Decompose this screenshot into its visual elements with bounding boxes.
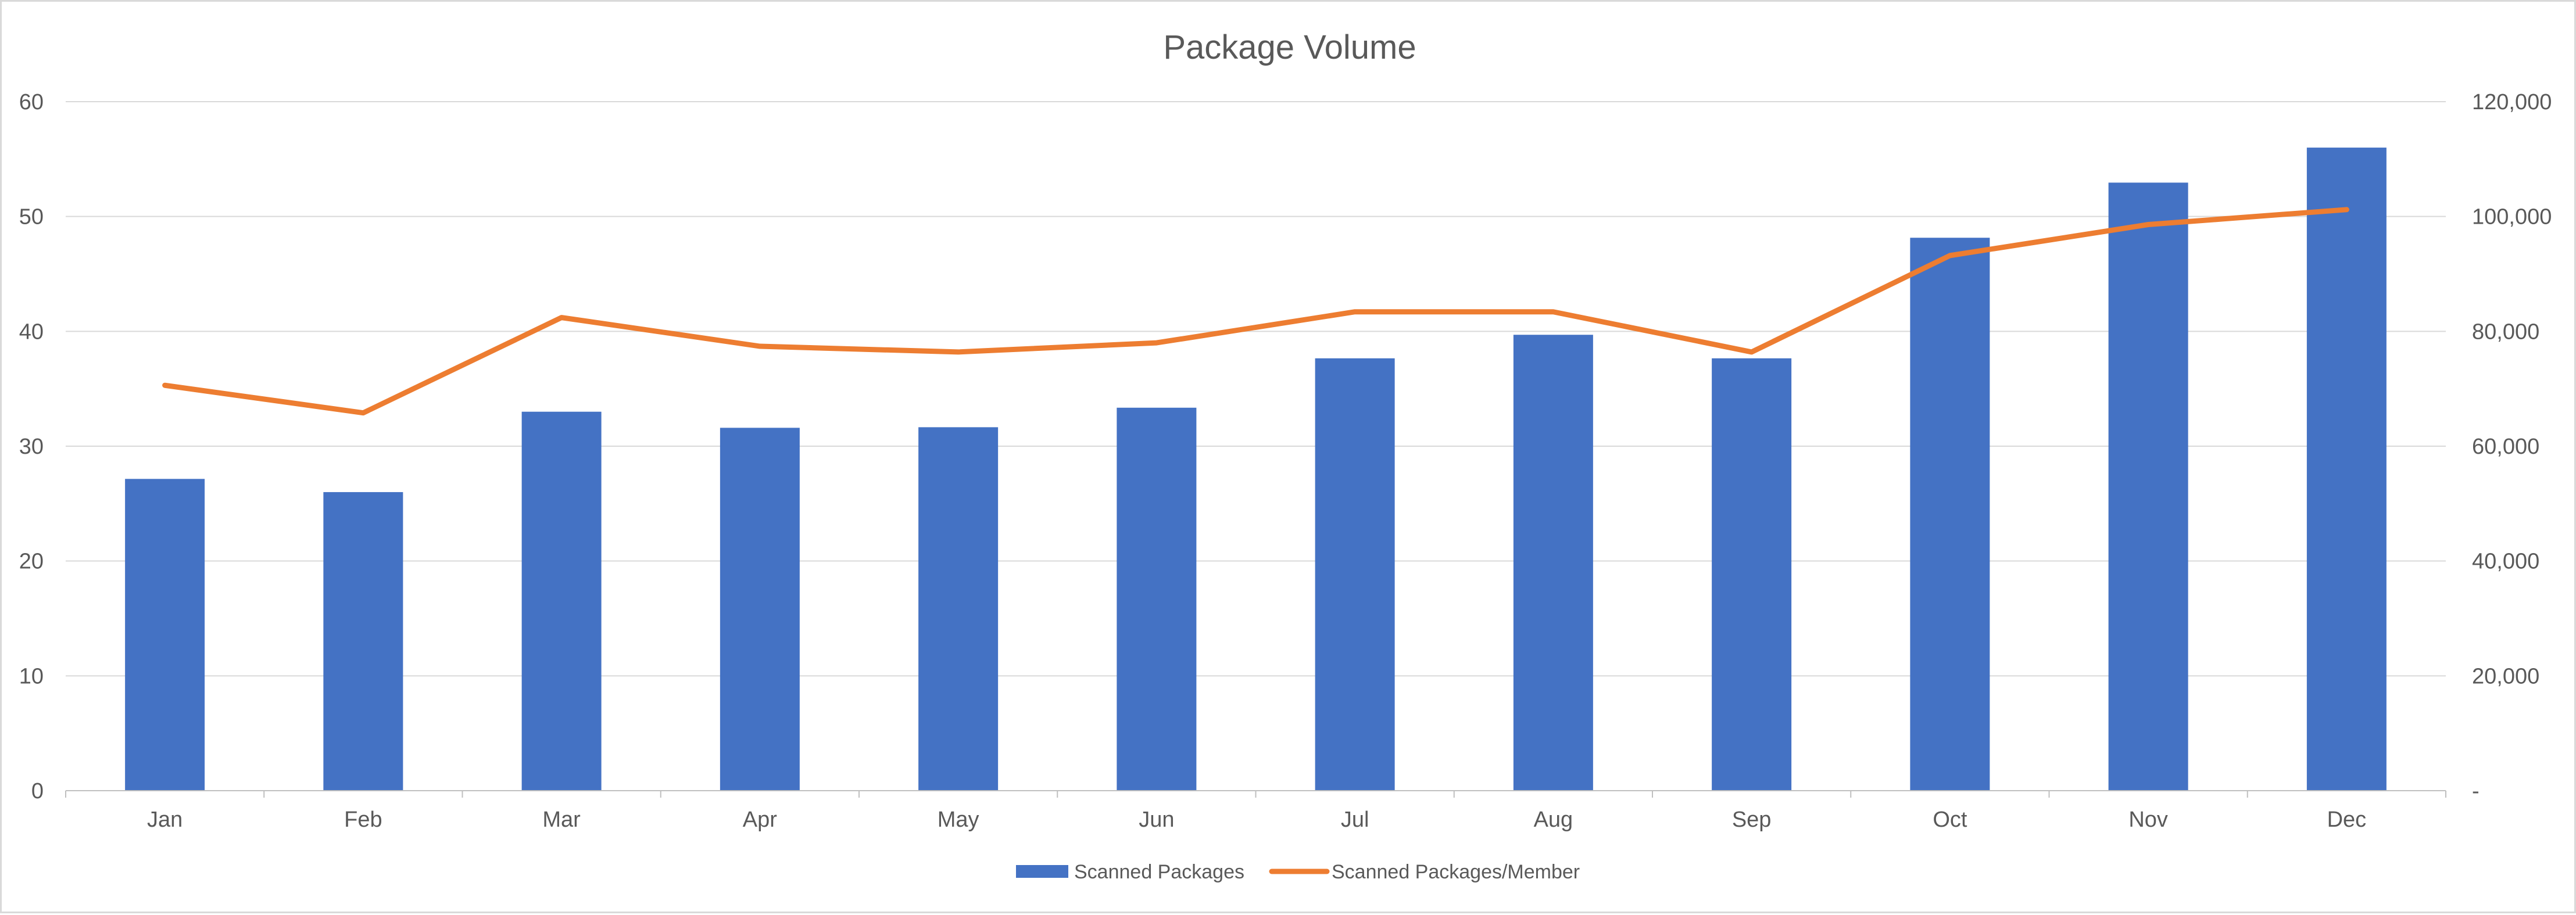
x-tick-label: Jan — [147, 808, 183, 832]
bar-scanned-packages — [522, 412, 602, 791]
y-right-tick-label: 100,000 — [2472, 205, 2552, 229]
bar-scanned-packages — [323, 492, 403, 791]
y-left-tick-label: 60 — [19, 90, 44, 114]
x-tick-label: May — [938, 808, 979, 832]
x-tick-label: Aug — [1534, 808, 1573, 832]
legend-label-scanned-packages-per-member: Scanned Packages/Member — [1332, 861, 1580, 883]
bar-scanned-packages — [125, 479, 205, 791]
x-tick-label: Oct — [1933, 808, 1967, 832]
y-left-tick-label: 50 — [19, 205, 44, 229]
bar-scanned-packages — [2307, 148, 2387, 791]
legend-swatch-scanned-packages — [1016, 865, 1068, 878]
bar-scanned-packages — [1514, 335, 1593, 791]
bar-scanned-packages — [918, 427, 998, 791]
y-left-tick-label: 30 — [19, 435, 44, 459]
y-left-tick-label: 20 — [19, 550, 44, 574]
gridlines — [66, 102, 2446, 676]
bar-series — [125, 148, 2387, 791]
y-right-tick-label: 60,000 — [2472, 435, 2539, 459]
chart-title: Package Volume — [1163, 28, 1416, 66]
x-tick-label: Mar — [542, 808, 581, 832]
x-tick-label: Nov — [2128, 808, 2168, 832]
legend-label-scanned-packages: Scanned Packages — [1074, 861, 1244, 883]
bar-scanned-packages — [2109, 182, 2188, 791]
bar-scanned-packages — [720, 428, 800, 791]
line-scanned-packages-per-member — [165, 210, 2347, 413]
y-right-tick-label: 20,000 — [2472, 664, 2539, 688]
x-tick-label: Dec — [2327, 808, 2367, 832]
y-right-tick-label: 80,000 — [2472, 320, 2539, 344]
y-left-tick-label: 0 — [31, 779, 44, 803]
legend: Scanned Packages Scanned Packages/Member — [1016, 861, 1580, 883]
x-tick-label: Jun — [1139, 808, 1174, 832]
y-right-tick-label: 120,000 — [2472, 90, 2552, 114]
bar-scanned-packages — [1117, 408, 1196, 791]
x-tick-label: Apr — [743, 808, 777, 832]
bar-scanned-packages — [1315, 358, 1395, 791]
y-right-tick-label: 40,000 — [2472, 550, 2539, 574]
line-series — [165, 210, 2347, 413]
x-tick-label: Feb — [344, 808, 382, 832]
bar-scanned-packages — [1712, 358, 1791, 791]
x-tick-label: Jul — [1341, 808, 1369, 832]
y-left-tick-label: 10 — [19, 664, 44, 688]
x-tick-label: Sep — [1732, 808, 1772, 832]
y-right-tick-label: - — [2472, 779, 2480, 803]
y-left-tick-label: 40 — [19, 320, 44, 344]
bar-scanned-packages — [1910, 238, 1990, 791]
